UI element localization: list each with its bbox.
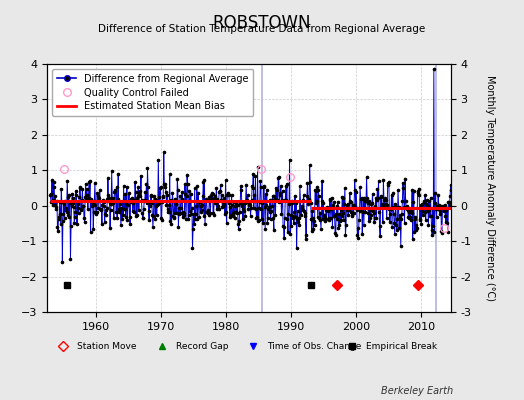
Text: Berkeley Earth: Berkeley Earth <box>381 386 453 396</box>
Text: ROBSTOWN: ROBSTOWN <box>213 14 311 32</box>
Text: Station Move: Station Move <box>78 342 137 351</box>
Text: Empirical Break: Empirical Break <box>366 342 437 351</box>
Text: Record Gap: Record Gap <box>176 342 229 351</box>
Text: Difference of Station Temperature Data from Regional Average: Difference of Station Temperature Data f… <box>99 24 425 34</box>
Legend: Difference from Regional Average, Quality Control Failed, Estimated Station Mean: Difference from Regional Average, Qualit… <box>52 69 254 116</box>
Text: Time of Obs. Change: Time of Obs. Change <box>267 342 362 351</box>
Y-axis label: Monthly Temperature Anomaly Difference (°C): Monthly Temperature Anomaly Difference (… <box>485 75 495 301</box>
